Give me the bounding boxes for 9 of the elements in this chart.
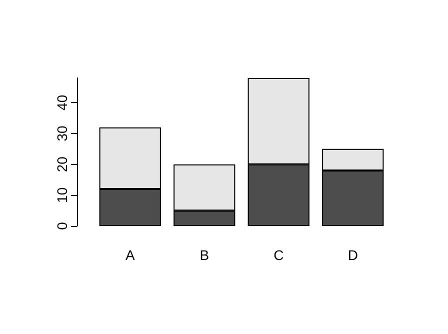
x-tick-label: C	[274, 247, 284, 263]
y-tick-label: 30	[54, 126, 70, 142]
x-tick-label: B	[200, 247, 210, 263]
y-tick-label: 40	[54, 94, 70, 110]
y-tick-label: 0	[54, 222, 70, 230]
y-tick-label: 20	[54, 156, 70, 172]
x-tick-label: D	[348, 247, 358, 263]
y-tick-label: 10	[54, 187, 70, 203]
x-tick-label: A	[125, 247, 136, 263]
